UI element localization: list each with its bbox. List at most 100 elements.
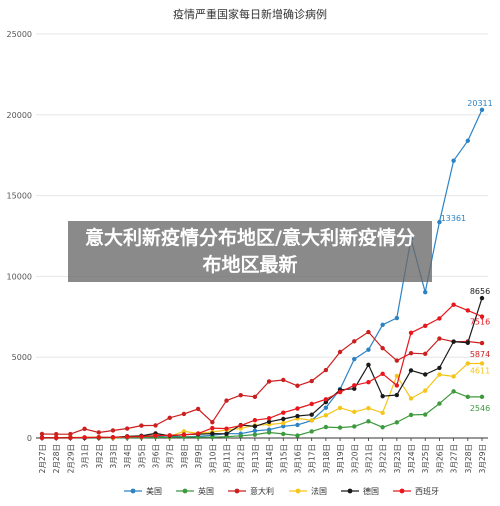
data-point [224,426,229,431]
data-point [352,383,357,388]
data-point [309,378,314,384]
data-point [352,356,357,362]
data-point [366,362,371,368]
data-point [309,418,314,423]
data-point [252,428,258,434]
x-tick-label: 3月23日 [393,444,402,473]
end-value-label: 8656 [470,287,490,296]
data-point [323,424,329,430]
series-西班牙 [39,302,485,441]
x-tick-label: 3月21日 [364,444,373,473]
series-德国 [39,295,485,441]
data-point [252,394,258,400]
data-point [68,431,73,437]
legend-item-德国: 德国 [341,486,379,496]
legend-label: 法国 [311,486,327,496]
legend-label: 德国 [363,486,379,496]
series-line [42,362,482,439]
x-tick-label: 3月25日 [421,444,430,473]
legend-item-美国: 美国 [124,486,162,496]
data-point [437,316,442,321]
data-point [139,434,144,439]
end-value-label: 5874 [470,350,490,359]
data-point [380,322,385,327]
data-point [423,323,428,329]
x-tick-label: 3月2日 [95,444,104,469]
data-point [39,435,45,440]
legend-label: 西班牙 [415,486,439,496]
data-point [153,423,158,428]
data-point [124,426,130,431]
data-point [96,430,101,435]
data-point [224,398,229,403]
chart-title: 疫情严重国家每日新增确诊病例 [173,7,327,21]
data-point [224,431,229,437]
legend-marker [347,488,353,494]
data-point [337,349,343,355]
end-value-label: 7516 [470,318,490,327]
data-point [266,379,272,384]
data-point [337,405,343,411]
data-point [82,435,87,440]
data-point [366,347,371,352]
x-tick-label: 3月7日 [166,444,175,469]
data-point [423,290,428,295]
data-point [195,431,201,436]
data-point [323,413,329,418]
data-point [39,431,45,437]
data-point [366,419,371,424]
data-point [295,433,300,438]
data-point [408,330,414,335]
data-point [465,361,471,366]
data-point [479,107,485,112]
series-意大利 [39,329,485,437]
data-point [337,425,343,430]
data-point [295,406,300,411]
data-point [252,432,258,437]
data-point [394,383,400,388]
data-point [281,431,286,437]
x-tick-label: 3月17日 [308,444,317,473]
series-法国 [39,361,485,440]
data-point [124,434,130,440]
data-point [352,409,357,415]
data-point [281,377,286,383]
data-point [465,394,471,400]
legend-item-法国: 法国 [289,486,327,496]
end-value-label: 20311 [467,99,492,108]
data-point [451,339,456,344]
legend-item-意大利: 意大利 [228,486,274,496]
x-tick-label: 3月14日 [265,444,274,473]
data-point [210,420,215,425]
legend: 美国 英国 意大利 法国 德国 西班牙 [124,486,439,496]
data-point [423,412,428,417]
data-point [181,411,187,417]
data-point [309,401,314,407]
data-point [423,388,428,393]
data-point [437,336,442,341]
annotation-label: 13361 [441,214,466,223]
data-point [53,431,59,437]
x-tick-label: 3月6日 [152,444,161,469]
data-point [380,425,385,430]
x-tick-label: 3月22日 [379,444,388,473]
legend-label: 意大利 [250,486,274,496]
axes: 0 5000 10000 15000 20000 25000 2月27日 2月28日 2月29日… [7,30,488,473]
data-point [479,340,485,346]
data-point [465,308,471,313]
data-point [153,433,158,438]
data-point [408,412,414,418]
data-point [394,420,400,425]
data-point [281,410,286,415]
data-point [309,412,314,417]
x-tick-label: 3月19日 [336,444,345,473]
data-point [337,389,343,395]
data-point [437,372,442,377]
data-point [451,374,456,379]
data-point [394,392,400,398]
data-point [380,393,385,399]
x-tick-label: 3月8日 [180,444,189,469]
x-tick-label: 3月18日 [322,444,331,473]
data-point [408,350,414,356]
